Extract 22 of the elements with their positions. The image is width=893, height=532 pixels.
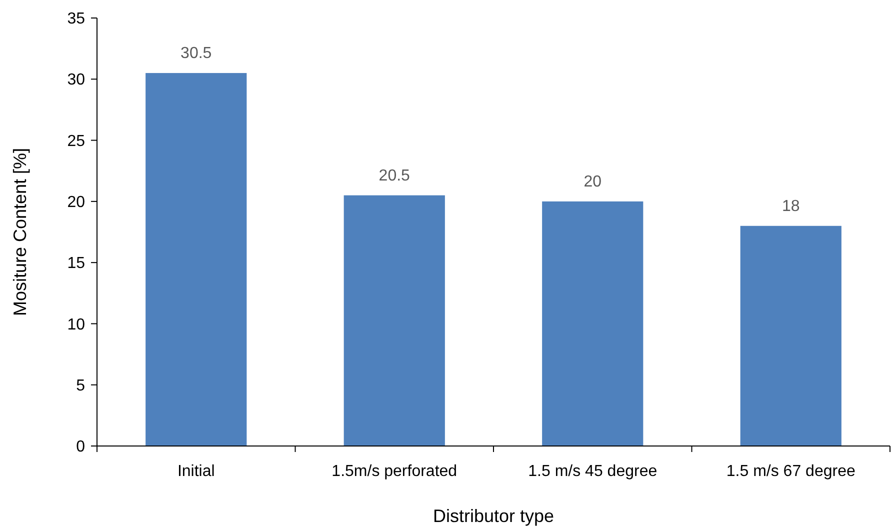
data-label: 30.5 bbox=[180, 45, 212, 62]
y-axis-title: Mositure Content [%] bbox=[10, 148, 30, 316]
data-label: 20 bbox=[584, 173, 602, 190]
y-tick-label: 25 bbox=[67, 132, 86, 150]
y-tick-label: 30 bbox=[67, 72, 86, 89]
y-tick-label: 20 bbox=[67, 194, 86, 212]
x-axis-title: Distributor type bbox=[432, 506, 554, 526]
bar bbox=[344, 195, 445, 446]
data-label: 20.5 bbox=[378, 167, 410, 184]
bar bbox=[146, 73, 247, 446]
y-tick-label: 35 bbox=[67, 10, 86, 28]
y-tick-label: 5 bbox=[76, 377, 86, 394]
x-tick-label: 1.5m/s perforated bbox=[332, 463, 458, 480]
x-tick-label: 1.5 m/s 67 degree bbox=[726, 463, 856, 480]
bar bbox=[740, 226, 842, 446]
y-tick-label: 15 bbox=[67, 255, 86, 272]
x-tick-label: Initial bbox=[177, 463, 215, 480]
data-label: 18 bbox=[782, 198, 800, 215]
y-tick-label: 0 bbox=[76, 438, 86, 456]
bar bbox=[542, 201, 644, 446]
x-tick-label: 1.5 m/s 45 degree bbox=[528, 463, 658, 480]
y-tick-label: 10 bbox=[67, 316, 86, 334]
